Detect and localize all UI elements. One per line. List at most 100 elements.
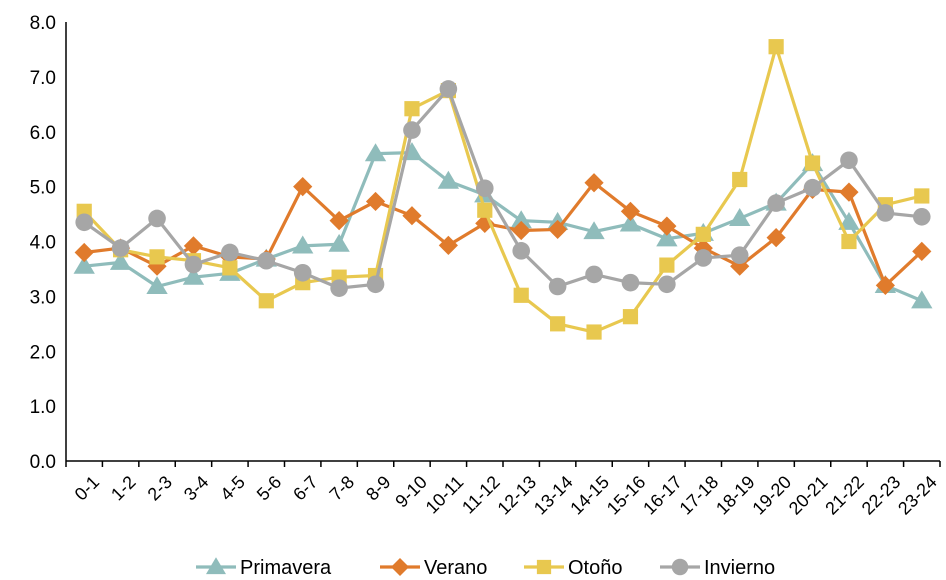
data-point-circle <box>293 263 312 282</box>
data-point-diamond <box>875 275 895 295</box>
series-primavera <box>73 142 933 309</box>
data-point-diamond <box>365 191 386 212</box>
data-point-circle <box>111 239 130 257</box>
legend-label: Otoño <box>568 557 622 579</box>
data-point-square <box>513 287 529 303</box>
x-tick-label: 1-2 <box>107 472 140 505</box>
series-line <box>83 45 923 334</box>
y-tick-label: 0.0 <box>30 452 56 473</box>
data-point-square <box>586 324 602 340</box>
data-point-square <box>841 233 857 250</box>
x-axis-tick-labels: 0-1 1-2 2-3 3-4 4-5 5-6 6-7 7-8 8-99-1010-1111-1… <box>71 472 941 519</box>
x-tick-label: 21-22 <box>821 472 868 519</box>
data-point-square <box>222 260 238 276</box>
data-point-diamond <box>548 219 568 240</box>
data-point-diamond <box>730 256 750 276</box>
data-point-circle <box>366 275 385 294</box>
data-point-circle <box>548 277 567 296</box>
x-tick-label: 23-24 <box>894 472 941 519</box>
data-point-circle <box>840 151 858 170</box>
data-point-square <box>659 257 675 273</box>
x-tick-label: 20-21 <box>785 472 832 519</box>
y-tick-label: 5.0 <box>30 178 56 199</box>
data-point-circle <box>767 194 785 212</box>
y-tick-label: 8.0 <box>30 13 56 34</box>
data-point-triangle <box>292 235 314 254</box>
y-tick-label: 4.0 <box>30 233 56 254</box>
legend-label: Verano <box>424 557 487 579</box>
data-point-square <box>804 155 821 171</box>
series-otoño <box>76 39 930 340</box>
data-point-triangle <box>510 210 532 229</box>
series-line <box>84 181 923 287</box>
data-point-square <box>404 101 420 117</box>
data-point-triangle <box>583 221 605 240</box>
x-tick-label: 17-18 <box>676 472 723 519</box>
y-axis-tick-labels: 0.0 1.0 2.0 3.0 4.0 5.0 6.0 7.0 8.0 <box>30 13 56 473</box>
data-point-triangle <box>911 290 933 309</box>
y-tick-label: 2.0 <box>30 342 56 363</box>
data-point-diamond <box>183 236 204 256</box>
x-tick-label: 5-6 <box>253 472 286 505</box>
data-point-diamond <box>657 216 677 236</box>
y-tick-label: 3.0 <box>30 287 56 308</box>
data-point-triangle <box>838 211 860 230</box>
x-tick-label: 3-4 <box>180 472 213 505</box>
data-point-triangle <box>364 143 387 162</box>
data-point-triangle <box>437 170 460 189</box>
data-point-diamond <box>584 173 604 193</box>
legend-item-invierno: Invierno <box>660 557 775 579</box>
x-tick-label: 10-11 <box>422 472 468 518</box>
data-point-diamond <box>74 242 94 263</box>
data-point-circle <box>658 275 676 294</box>
data-point-triangle <box>146 276 168 295</box>
data-point-circle <box>512 242 531 260</box>
data-point-triangle <box>328 233 350 252</box>
x-tick-label: 13-14 <box>530 472 577 519</box>
data-point-square <box>768 39 784 55</box>
x-tick-label: 18-19 <box>712 472 759 519</box>
data-point-diamond <box>511 220 531 241</box>
series-layer <box>73 39 933 340</box>
data-point-triangle <box>656 228 678 247</box>
x-tick-label: 19-20 <box>748 472 795 519</box>
data-point-circle <box>184 255 203 274</box>
legend-item-verano: Verano <box>380 557 487 579</box>
data-point-diamond <box>293 177 313 197</box>
x-tick-label: 2-3 <box>144 472 177 505</box>
series-line <box>83 87 922 290</box>
data-point-triangle <box>619 213 642 232</box>
x-tick-label: 22-23 <box>858 472 905 519</box>
data-point-circle <box>694 249 713 267</box>
x-tick-label: 8-9 <box>362 472 395 505</box>
data-point-diamond <box>391 558 409 576</box>
data-point-diamond <box>839 182 859 202</box>
data-point-circle <box>403 121 421 139</box>
data-point-diamond <box>147 256 167 276</box>
data-point-circle <box>621 273 640 292</box>
data-point-circle <box>730 246 749 265</box>
data-point-diamond <box>766 228 786 248</box>
data-point-square <box>732 171 748 188</box>
series-invierno <box>75 80 931 297</box>
data-point-square <box>258 293 274 309</box>
y-tick-label: 7.0 <box>30 68 56 89</box>
data-point-triangle <box>73 255 95 274</box>
data-point-circle <box>671 558 689 576</box>
legend: Primavera Verano Otoño Invierno <box>196 557 775 579</box>
data-point-square <box>695 226 711 242</box>
data-point-diamond <box>620 201 641 221</box>
x-tick-label: 12-13 <box>494 472 541 519</box>
data-point-circle <box>148 209 166 228</box>
data-point-square <box>622 309 639 325</box>
data-point-circle <box>439 80 458 98</box>
data-point-circle <box>75 213 94 232</box>
data-point-diamond <box>912 241 932 261</box>
legend-item-otoño: Otoño <box>524 557 622 579</box>
data-point-circle <box>330 279 348 297</box>
y-tick-label: 1.0 <box>30 397 56 418</box>
legend-label: Primavera <box>240 557 332 579</box>
data-point-circle <box>221 243 239 262</box>
legend-item-primavera: Primavera <box>196 557 332 579</box>
